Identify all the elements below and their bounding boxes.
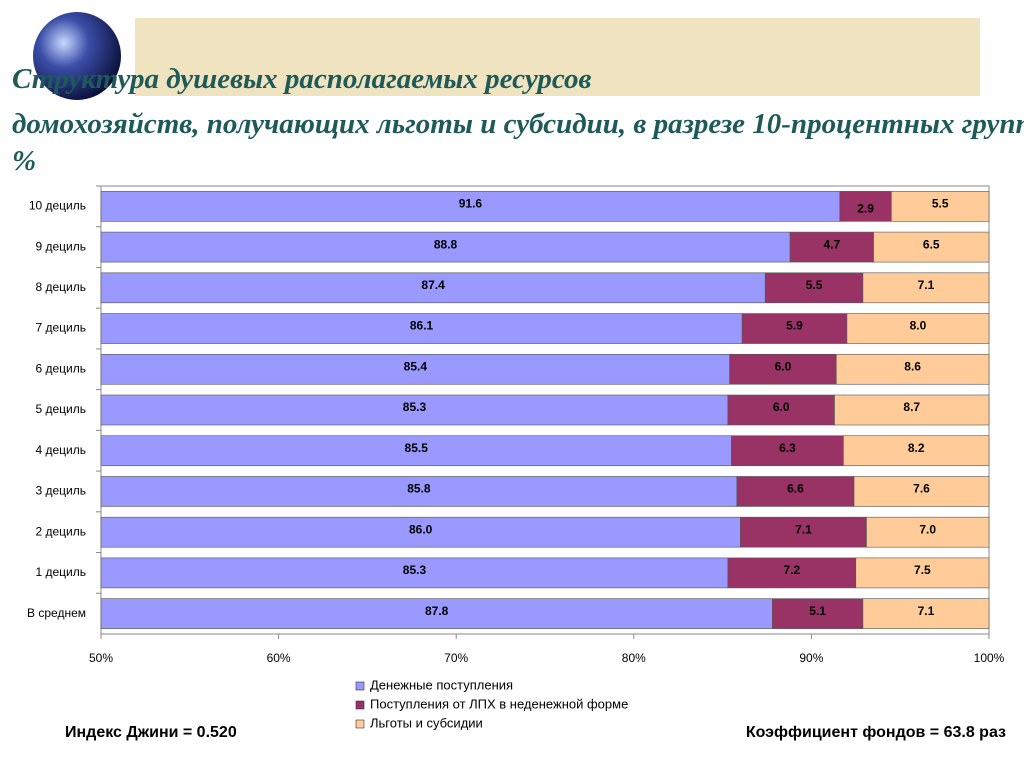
y-tick-label: 2 дециль bbox=[35, 524, 86, 538]
bar-segment bbox=[839, 191, 892, 222]
chart-title: Структура душевых располагаемых ресурсов… bbox=[12, 63, 1024, 177]
bar-segment bbox=[100, 557, 729, 589]
bar-segment bbox=[862, 272, 990, 304]
legend-swatch bbox=[355, 700, 365, 710]
legend-swatch bbox=[355, 719, 365, 729]
bar-segment bbox=[843, 435, 990, 467]
bar-segment bbox=[740, 516, 867, 548]
y-tick-label: 5 дециль bbox=[35, 402, 86, 416]
value-label: 5.9 bbox=[786, 319, 803, 333]
value-label: 85.3 bbox=[403, 400, 427, 414]
value-label: 7.1 bbox=[918, 278, 935, 292]
bar-segment bbox=[835, 353, 990, 385]
globe bbox=[33, 12, 121, 100]
bar-segment bbox=[731, 435, 844, 467]
value-label: 87.8 bbox=[425, 604, 449, 618]
value-label: 85.4 bbox=[404, 359, 428, 373]
value-label: 8.7 bbox=[903, 400, 920, 414]
gini-note: Индекс Джини = 0.520 bbox=[65, 724, 237, 741]
value-label: 6.0 bbox=[775, 359, 792, 373]
value-label: 91.6 bbox=[459, 197, 483, 211]
value-label: 4.7 bbox=[823, 237, 840, 251]
bar-segment bbox=[100, 353, 731, 385]
bar-segment bbox=[727, 557, 857, 589]
bar-segment bbox=[729, 353, 837, 385]
value-label: 7.6 bbox=[913, 482, 930, 496]
legend bbox=[352, 677, 692, 735]
value-label: 87.4 bbox=[421, 278, 445, 292]
x-tick-label: 90% bbox=[799, 651, 823, 665]
map-banner bbox=[135, 18, 980, 96]
value-label: 5.5 bbox=[932, 197, 949, 211]
bar-segment bbox=[100, 231, 791, 263]
value-label: 86.1 bbox=[410, 319, 434, 333]
bar-segment bbox=[100, 476, 738, 507]
bar-segment bbox=[100, 394, 729, 426]
value-label: 85.8 bbox=[407, 482, 431, 496]
value-label: 6.6 bbox=[787, 482, 804, 496]
bar-segment bbox=[853, 476, 990, 507]
bar-segment bbox=[834, 394, 990, 426]
value-label: 88.8 bbox=[434, 237, 458, 251]
bar-segment bbox=[100, 598, 773, 629]
y-tick-label: 9 дециль bbox=[35, 239, 86, 253]
legend-label: Льготы и субсидии bbox=[370, 715, 483, 730]
y-tick-label: 3 дециль bbox=[35, 484, 86, 498]
value-label: 7.1 bbox=[795, 522, 812, 536]
x-tick-label: 50% bbox=[89, 651, 113, 665]
bar-segment bbox=[736, 476, 855, 507]
x-tick-label: 60% bbox=[267, 651, 291, 665]
value-label: 7.0 bbox=[919, 522, 936, 536]
bar-segment bbox=[855, 557, 990, 589]
bar-segment bbox=[846, 313, 990, 344]
value-label: 8.0 bbox=[910, 319, 927, 333]
value-label: 8.6 bbox=[904, 359, 921, 373]
y-tick-label: 1 дециль bbox=[35, 565, 86, 579]
value-label: 5.5 bbox=[806, 278, 823, 292]
bar-segment bbox=[764, 272, 864, 304]
bar-segment bbox=[100, 516, 741, 548]
bar-segment bbox=[866, 516, 990, 548]
bar-segment bbox=[772, 598, 864, 629]
value-label: 7.5 bbox=[914, 563, 931, 577]
y-tick-label: В среднем bbox=[27, 606, 86, 620]
bar-segment bbox=[100, 191, 841, 222]
y-tick-label: 4 дециль bbox=[35, 443, 86, 457]
bar-segment bbox=[862, 598, 990, 629]
bar-segment bbox=[100, 435, 732, 467]
value-label: 7.2 bbox=[784, 563, 801, 577]
legend-label: Поступления от ЛПХ в неденежной форме bbox=[370, 696, 628, 711]
value-label: 5.1 bbox=[809, 604, 826, 618]
y-tick-label: 10 дециль bbox=[29, 199, 86, 213]
bar-segment bbox=[873, 231, 990, 263]
legend-swatch bbox=[355, 681, 365, 691]
value-label: 86.0 bbox=[409, 522, 433, 536]
funds-note: Коэффициент фондов = 63.8 раз bbox=[746, 724, 1006, 741]
x-tick-label: 80% bbox=[622, 651, 646, 665]
y-tick-label: 7 дециль bbox=[35, 321, 86, 335]
y-tick-label: 8 дециль bbox=[35, 280, 86, 294]
value-label: 6.0 bbox=[773, 400, 790, 414]
value-label: 6.5 bbox=[923, 237, 940, 251]
bar-segment bbox=[741, 313, 848, 344]
y-tick-label: 6 дециль bbox=[35, 361, 86, 375]
x-tick-label: 100% bbox=[974, 651, 1005, 665]
value-label: 7.1 bbox=[918, 604, 935, 618]
value-label: 2.9 bbox=[857, 202, 874, 216]
value-label: 85.3 bbox=[403, 563, 427, 577]
bar-segment bbox=[100, 272, 766, 304]
value-label: 85.5 bbox=[405, 441, 429, 455]
bar-segment bbox=[727, 394, 835, 426]
bar-segment bbox=[891, 191, 990, 222]
x-tick-label: 70% bbox=[444, 651, 468, 665]
value-label: 8.2 bbox=[908, 441, 925, 455]
legend-label: Денежные поступления bbox=[370, 677, 513, 692]
value-label: 6.3 bbox=[779, 441, 796, 455]
bar-segment bbox=[100, 313, 743, 344]
